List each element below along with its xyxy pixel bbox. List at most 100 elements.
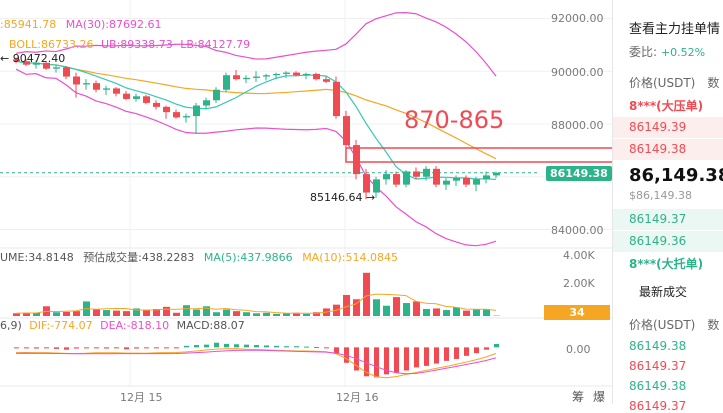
candle-body (313, 74, 320, 79)
volume-bar (103, 310, 110, 316)
candle-body (123, 94, 130, 99)
macd-bar (314, 347, 319, 348)
candle-body (203, 100, 210, 105)
volume-bar (173, 313, 180, 316)
macd-bar (494, 344, 499, 347)
macd-bar (204, 345, 209, 348)
candle-body (473, 179, 480, 184)
volume-bar (373, 299, 380, 316)
volume-bar (403, 303, 410, 316)
trade-price: 86149.37 (629, 359, 686, 373)
ratio-label: 委比: (629, 45, 657, 59)
volume-bar (303, 314, 310, 316)
candle-body (153, 103, 160, 107)
ub-value: UB:89338.73 (101, 38, 173, 51)
vol-ma10-value: MA(10):514.0845 (302, 251, 398, 264)
macd-bar (294, 346, 299, 347)
volume-bar (473, 310, 480, 316)
candle-body (423, 169, 430, 177)
price-tick: 84000.00 (551, 224, 604, 237)
trades-col-header: 价格(USDT)数 (629, 316, 719, 333)
macd-bar (274, 346, 279, 348)
volume-bar (433, 308, 440, 316)
candle-body (273, 74, 280, 75)
trade-price: 86149.38 (629, 339, 686, 353)
candle-body (63, 67, 70, 76)
candle-body (443, 181, 450, 185)
last-price-usd: $86,149.38 (629, 189, 692, 202)
macd-bar (224, 344, 229, 347)
macd-bar (134, 347, 139, 348)
candle-body (133, 96, 140, 99)
macd-bar (24, 347, 29, 348)
macd-bar (334, 347, 339, 353)
dif-value: DIF:-774.07 (29, 319, 92, 332)
chips-button[interactable]: 筹 (572, 388, 584, 405)
ratio-value: +0.52% (661, 46, 705, 59)
order-book-panel: 查看主力挂单情 委比: +0.52% 价格(USDT)数 8***(大压单) 8… (612, 0, 723, 404)
macd-bar (64, 347, 69, 349)
ma7-value: :85941.78 (0, 18, 56, 31)
trade-price: 86149.38 (629, 379, 686, 393)
candle-body (493, 173, 500, 176)
candle-body (283, 73, 290, 74)
macd-bar (484, 347, 489, 349)
candle-body (433, 169, 440, 185)
candle-body (243, 78, 250, 79)
latest-trades-tab[interactable]: 最新成交 (639, 283, 687, 300)
candle-body (413, 171, 420, 176)
candle-body (263, 75, 270, 76)
current-price-tag: 86149.38 (546, 166, 612, 181)
macd-bar (254, 345, 259, 347)
candle-body (253, 77, 260, 78)
ask-price[interactable]: 86149.39 (629, 120, 686, 134)
ma30-value: MA(30):87692.61 (66, 18, 162, 31)
volume-bar (213, 312, 220, 316)
candle-body (173, 112, 180, 117)
volume-bar (193, 310, 200, 316)
macd-bar (424, 347, 429, 366)
candle-body (393, 174, 400, 185)
main-orders-link[interactable]: 查看主力挂单情 (629, 18, 720, 37)
candle-body (53, 67, 60, 68)
liquidation-button[interactable]: 爆 (593, 388, 605, 405)
candle-body (463, 178, 470, 185)
macd-bar (464, 347, 469, 355)
macd-bar (174, 347, 179, 348)
lb-value: LB:84127.79 (180, 38, 250, 51)
candle-body (223, 75, 230, 90)
volume-tick: 4.00K (563, 249, 595, 262)
volume-indicator-row: UME:34.8148 预估成交量:438.2283 MA(5):437.986… (0, 249, 398, 265)
candle-body (363, 174, 370, 192)
volume-bar (93, 310, 100, 316)
macd-indicator-row: 6,9) DIF:-774.07 DEA:-818.10 MACD:88.07 (0, 319, 245, 332)
volume-value: UME:34.8148 (0, 251, 74, 264)
ask-price[interactable]: 86149.38 (629, 142, 686, 156)
ma-indicator-row: :85941.78 MA(30):87692.61 (0, 18, 162, 31)
volume-bar (393, 297, 400, 316)
candle-body (343, 116, 350, 145)
volume-bar (243, 312, 250, 316)
volume-bar (273, 314, 280, 316)
macd-bar (454, 347, 459, 359)
macd-bar (104, 347, 109, 348)
boll-lower-line (16, 69, 496, 246)
bid-price[interactable]: 86149.37 (629, 212, 686, 226)
macd-bar (324, 347, 329, 348)
est-volume-value: 预估成交量:438.2283 (83, 251, 194, 264)
macd-bar (264, 345, 269, 347)
volume-bar (423, 309, 430, 316)
chart-canvas[interactable] (0, 0, 612, 404)
price-tick: 88000.00 (551, 119, 604, 132)
macd-params: 6,9) (0, 319, 22, 332)
macd-bar (54, 347, 59, 349)
candle-body (453, 178, 460, 181)
candle-body (483, 175, 490, 179)
macd-bar (144, 347, 149, 348)
volume-bar (63, 312, 70, 316)
bid-price[interactable]: 86149.36 (629, 234, 686, 248)
volume-bar (143, 310, 150, 316)
candle-body (323, 79, 330, 82)
candle-body (293, 73, 300, 76)
price-tick: 92000.00 (551, 12, 604, 25)
